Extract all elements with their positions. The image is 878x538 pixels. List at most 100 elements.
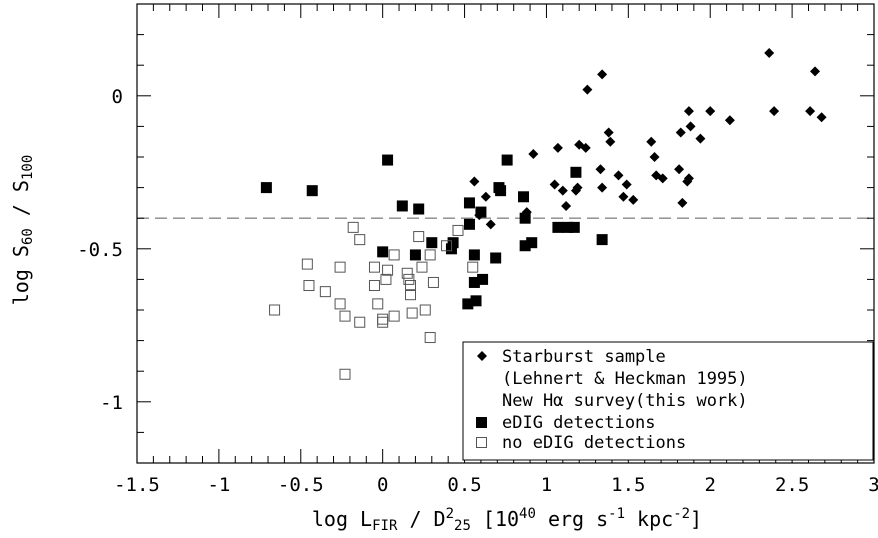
- edig-point: [490, 252, 502, 264]
- x-tick-label: 3: [868, 474, 878, 496]
- edig-point: [552, 221, 564, 233]
- legend-box: [462, 341, 874, 461]
- edig-point: [463, 197, 475, 209]
- starburst-point: [674, 164, 685, 175]
- edig-point: [493, 182, 505, 194]
- y-axis-title: log S60 / S100: [9, 155, 36, 306]
- no-edig-point: [372, 298, 384, 310]
- starburst-point: [480, 191, 491, 202]
- starburst-point: [724, 115, 735, 126]
- starburst-point: [597, 69, 608, 80]
- y-tick-label: 0: [112, 86, 123, 108]
- starburst-point: [549, 179, 560, 190]
- x-tick-label: -1.5: [114, 474, 160, 496]
- edig-point: [260, 182, 272, 194]
- starburst-point: [682, 176, 693, 187]
- starburst-point: [580, 142, 591, 153]
- legend-no-edig-label: no eDIG detections: [502, 433, 686, 453]
- no-edig-point: [405, 280, 417, 292]
- edig-point: [462, 298, 474, 310]
- starburst-point: [570, 185, 581, 196]
- legend-new-survey-label: New Hα survey(this work): [502, 391, 748, 411]
- no-edig-point: [427, 276, 439, 288]
- edig-point: [413, 203, 425, 215]
- edig-point: [519, 212, 531, 224]
- starburst-point: [805, 106, 816, 117]
- starburst-point: [621, 179, 632, 190]
- starburst-point: [769, 106, 780, 117]
- edig-point: [526, 237, 538, 249]
- starburst-point: [485, 219, 496, 230]
- edig-point: [463, 218, 475, 230]
- starburst-point: [657, 173, 668, 184]
- starburst-point: [764, 47, 775, 58]
- edig-point: [570, 166, 582, 178]
- starburst-point: [528, 148, 539, 159]
- starburst-point: [469, 176, 480, 187]
- x-tick-label: 1.5: [611, 474, 645, 496]
- legend-edig-label: eDIG detections: [502, 413, 656, 433]
- edig-point: [501, 154, 513, 166]
- starburst-point: [582, 84, 593, 95]
- no-edig-point: [424, 249, 436, 261]
- x-tick-label: 2.5: [775, 474, 809, 496]
- no-edig-point: [301, 258, 313, 270]
- no-edig-point: [334, 298, 346, 310]
- edig-point: [409, 249, 421, 261]
- no-edig-point: [368, 261, 380, 273]
- starburst-point: [685, 121, 696, 132]
- edig-point: [468, 249, 480, 261]
- edig-point: [447, 237, 459, 249]
- edig-point: [377, 246, 389, 258]
- legend-starburst-label: Starburst sample: [502, 347, 666, 367]
- starburst-point: [613, 170, 624, 181]
- no-edig-point: [354, 234, 366, 246]
- starburst-point: [649, 152, 660, 162]
- edig-point: [382, 154, 394, 166]
- y-tick-label: -0.5: [77, 239, 123, 261]
- edig-point: [470, 295, 482, 307]
- edig-point: [396, 200, 408, 212]
- no-edig-point: [403, 273, 415, 285]
- starburst-point: [816, 112, 827, 123]
- no-edig-point: [413, 231, 425, 243]
- edig-point: [475, 206, 487, 218]
- starburst-point: [605, 136, 616, 147]
- no-edig-point: [416, 261, 428, 273]
- y-tick-label: -1: [100, 392, 123, 414]
- starburst-point: [810, 66, 821, 77]
- no-edig-point: [347, 221, 359, 233]
- x-tick-label: 0.5: [447, 474, 481, 496]
- no-edig-point: [319, 286, 331, 298]
- x-axis-title: log LFIR / D225 [1040 erg s-1 kpc-2]: [312, 506, 702, 534]
- no-edig-point: [377, 316, 389, 328]
- edig-point: [519, 240, 531, 252]
- edig-point: [306, 185, 318, 197]
- starburst-point: [628, 194, 639, 205]
- starburst-point: [683, 106, 694, 117]
- legend-starburst-ref: (Lehnert & Heckman 1995): [502, 369, 748, 389]
- edig-point: [568, 221, 580, 233]
- legend-filled-square-marker: [476, 417, 487, 428]
- data-points-group: [260, 47, 827, 380]
- legend-open-square-marker: [476, 437, 487, 448]
- edig-point: [468, 276, 480, 288]
- no-edig-point: [269, 304, 281, 316]
- starburst-point: [561, 200, 572, 211]
- starburst-point: [618, 191, 629, 202]
- starburst-point: [705, 106, 716, 117]
- no-edig-point: [334, 261, 346, 273]
- starburst-point: [675, 127, 686, 138]
- no-edig-point: [388, 310, 400, 322]
- no-edig-point: [382, 264, 394, 276]
- no-edig-point: [452, 224, 464, 236]
- starburst-point: [603, 127, 614, 138]
- x-tick-label: 2: [704, 474, 715, 496]
- no-edig-point: [368, 280, 380, 292]
- no-edig-point: [401, 267, 413, 279]
- no-edig-point: [441, 240, 453, 252]
- x-tick-label: 1: [541, 474, 552, 496]
- no-edig-point: [354, 316, 366, 328]
- x-tick-label: 0: [377, 474, 388, 496]
